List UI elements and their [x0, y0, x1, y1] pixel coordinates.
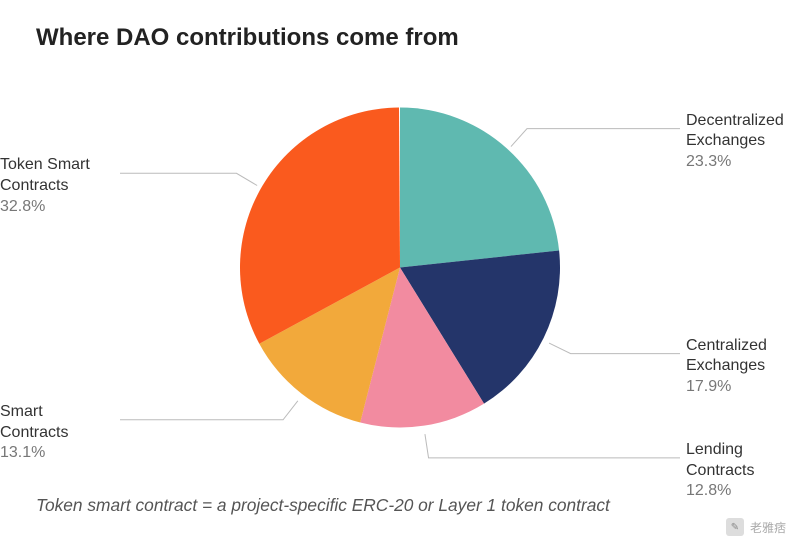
slice-percent: 12.8%	[686, 481, 800, 502]
callout-4: Token Smart Contracts32.8%	[0, 155, 114, 217]
slice-label: Lending Contracts	[686, 440, 800, 482]
leader-2	[425, 434, 680, 458]
watermark-icon: ✎	[726, 518, 744, 536]
callout-0: Decentralized Exchanges23.3%	[686, 111, 800, 173]
slice-percent: 32.8%	[0, 197, 114, 218]
watermark: ✎ 老雅痞	[726, 518, 786, 536]
leader-4	[120, 173, 257, 185]
leader-1	[549, 343, 680, 354]
pie-slice-0	[400, 108, 559, 268]
slice-label: Centralized Exchanges	[686, 336, 800, 378]
watermark-text: 老雅痞	[750, 519, 786, 536]
chart-title: Where DAO contributions come from	[36, 24, 459, 52]
slice-label: Token Smart Contracts	[0, 155, 114, 197]
slice-percent: 17.9%	[686, 377, 800, 398]
slice-percent: 13.1%	[0, 443, 114, 464]
pie-chart: Decentralized Exchanges23.3% Centralized …	[0, 60, 800, 480]
pie-svg	[240, 108, 560, 428]
slice-label: Smart Contracts	[0, 402, 114, 444]
callout-1: Centralized Exchanges17.9%	[686, 336, 800, 398]
slice-percent: 23.3%	[686, 152, 800, 173]
pie-wrap	[240, 108, 560, 433]
callout-3: Smart Contracts13.1%	[0, 402, 114, 464]
slice-label: Decentralized Exchanges	[686, 111, 800, 153]
callout-2: Lending Contracts12.8%	[686, 440, 800, 502]
footnote: Token smart contract = a project-specifi…	[36, 495, 610, 516]
